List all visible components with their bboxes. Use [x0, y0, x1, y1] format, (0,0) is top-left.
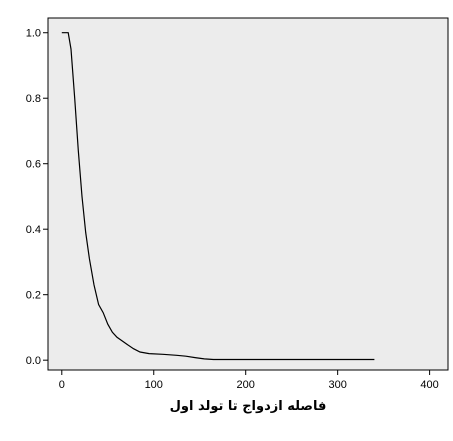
plot-area: [47, 17, 449, 371]
survival-curve-line: [61, 32, 375, 361]
y-tick-label: 0.6: [26, 159, 41, 171]
y-tick-label: 1.0: [26, 28, 41, 40]
x-axis-title: فاصله ازدواج تا تولد اول: [170, 399, 327, 414]
y-tick-label: 0.2: [26, 290, 41, 302]
x-tick-label: 200: [237, 379, 255, 391]
y-tick-label: 0.4: [26, 224, 41, 236]
y-tick-label: 0.8: [26, 93, 41, 105]
x-tick-label: 300: [328, 379, 346, 391]
x-tick-label: 0: [59, 379, 65, 391]
axes: 0 100 200 300 400 0.0 0.2 0.4 0.6 0.8 1.0: [26, 28, 439, 391]
x-tick-label: 400: [420, 379, 438, 391]
x-tick-label: 100: [145, 379, 163, 391]
y-tick-label: 0.0: [26, 355, 41, 367]
